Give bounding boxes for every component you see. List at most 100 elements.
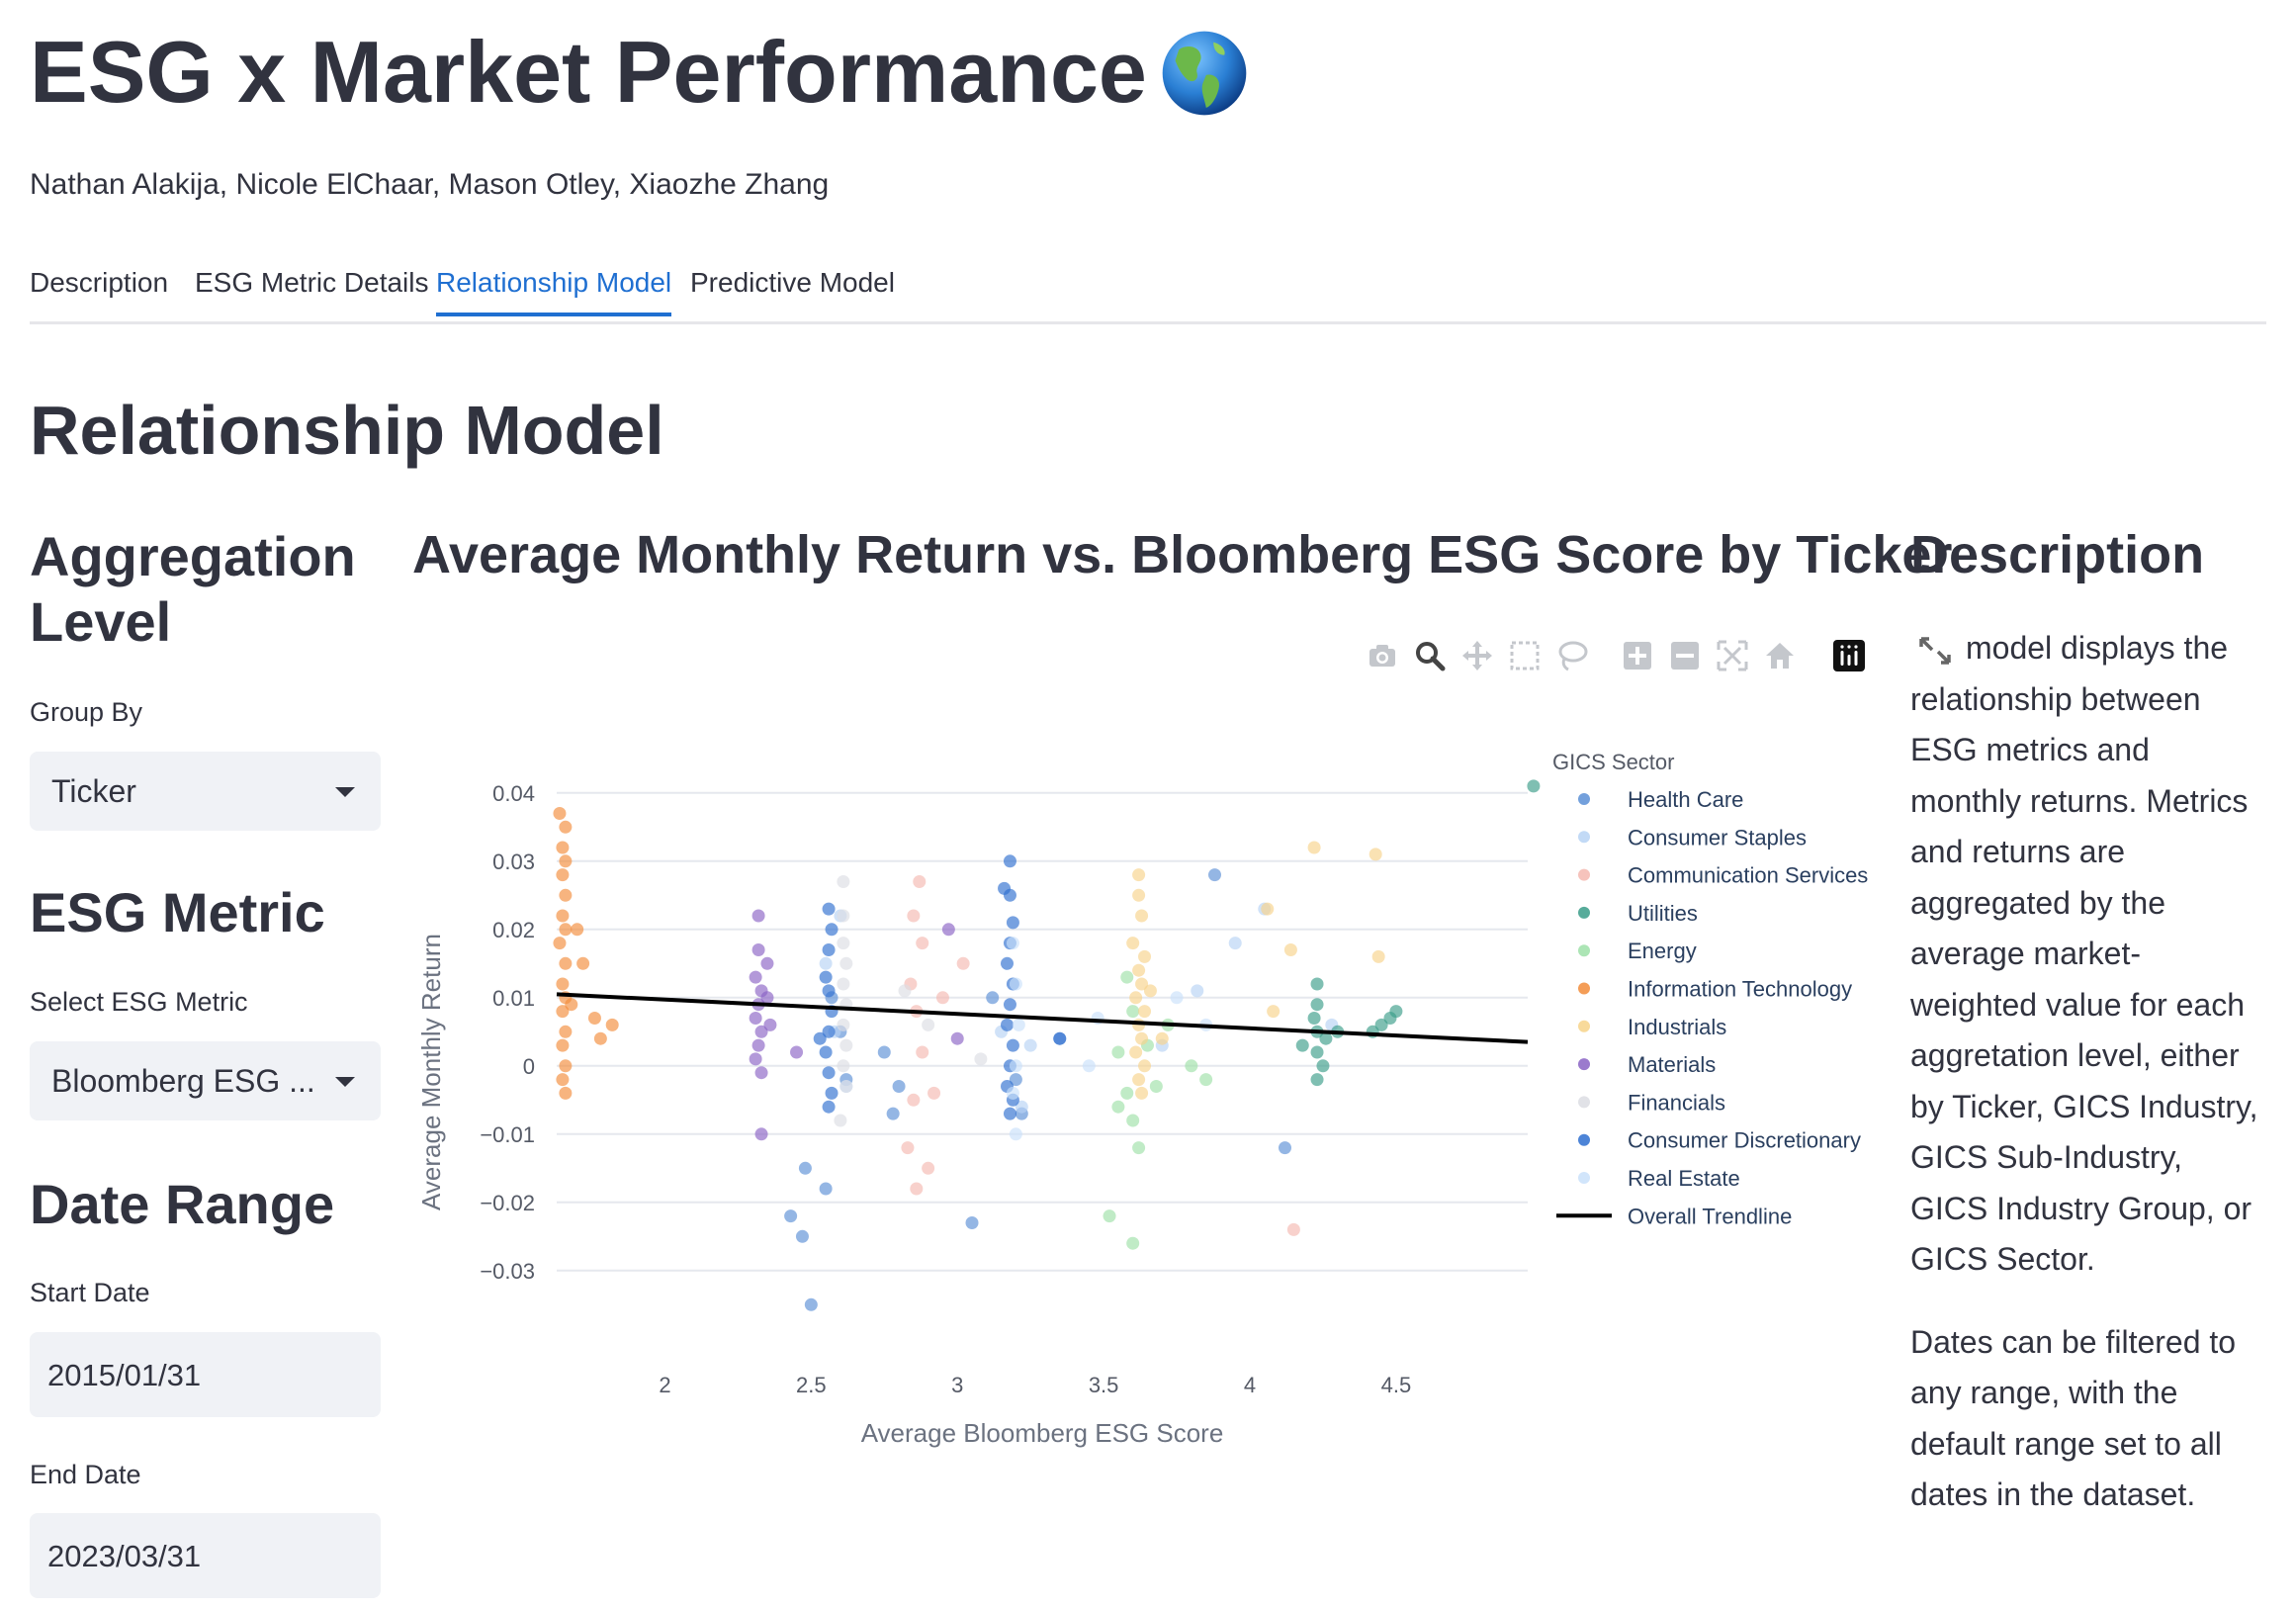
data-point [559, 923, 573, 937]
data-point [1009, 1073, 1022, 1087]
data-point [1126, 937, 1140, 950]
legend-item: Consumer Staples [1628, 825, 1807, 850]
data-point [941, 923, 955, 937]
data-point [559, 854, 573, 868]
data-point [822, 943, 836, 956]
camera-icon[interactable] [1365, 638, 1400, 673]
data-point [1003, 1059, 1016, 1073]
data-point [1208, 868, 1222, 882]
data-point [1006, 1086, 1019, 1100]
data-point [1009, 977, 1022, 991]
data-point [1307, 1012, 1321, 1025]
data-point [1126, 1236, 1140, 1250]
data-point [834, 909, 847, 923]
x-tick-label: 3.5 [1089, 1373, 1119, 1397]
data-point [1527, 779, 1541, 793]
data-point [749, 970, 762, 984]
group-by-select[interactable]: Ticker [30, 752, 381, 831]
home-icon[interactable] [1762, 638, 1798, 673]
expand-icon[interactable] [1918, 636, 1952, 666]
data-point [1307, 841, 1321, 854]
zoom-icon[interactable] [1412, 638, 1448, 673]
box-select-icon[interactable] [1507, 638, 1543, 673]
data-point [1111, 1100, 1125, 1114]
data-point [1191, 984, 1204, 998]
tab-esg-metric-details[interactable]: ESG Metric Details [195, 267, 429, 298]
tab-description[interactable]: Description [30, 267, 169, 298]
data-point [1015, 1107, 1028, 1120]
data-point [837, 1018, 850, 1031]
data-point [763, 1018, 777, 1031]
autoscale-icon[interactable] [1715, 638, 1750, 673]
data-point [834, 1025, 847, 1038]
authors: Nathan Alakija, Nicole ElChaar, Mason Ot… [30, 168, 830, 201]
x-tick-label: 2.5 [796, 1373, 827, 1397]
pan-icon[interactable] [1459, 638, 1495, 673]
tab-predictive-model[interactable]: Predictive Model [690, 267, 895, 298]
legend-item: Financials [1628, 1090, 1725, 1115]
data-point [556, 1073, 570, 1087]
tab-relationship-model[interactable]: Relationship Model [436, 267, 672, 316]
data-point [907, 1093, 921, 1107]
data-point [760, 991, 774, 1005]
legend-marker [1578, 1172, 1590, 1184]
data-point [837, 1059, 850, 1073]
data-point [556, 1005, 570, 1019]
data-point [1199, 1018, 1213, 1031]
data-point [1316, 1059, 1330, 1073]
data-point [1082, 1059, 1096, 1073]
data-point [559, 1025, 573, 1038]
legend-item: Information Technology [1628, 977, 1852, 1002]
data-point [1003, 854, 1016, 868]
data-point [1120, 970, 1134, 984]
data-point [559, 888, 573, 902]
data-point [822, 902, 836, 916]
data-point [1009, 1127, 1022, 1141]
data-point [922, 1018, 935, 1031]
data-point [910, 1182, 924, 1196]
data-point [839, 956, 853, 970]
end-date-input[interactable]: 2023/03/31 [30, 1513, 381, 1598]
data-point [1132, 888, 1146, 902]
zoom-out-icon[interactable] [1667, 638, 1703, 673]
data-point [556, 1038, 570, 1052]
data-point [1003, 1107, 1016, 1120]
tab-bar: Description ESG Metric Details Relations… [30, 259, 2266, 324]
data-point [751, 998, 765, 1012]
y-tick-label: −0.02 [480, 1191, 535, 1215]
data-point [837, 977, 850, 991]
plotly-logo-icon[interactable] [1831, 638, 1867, 673]
data-point [1374, 1018, 1388, 1031]
data-point [1012, 1018, 1025, 1031]
data-point [1132, 868, 1146, 882]
data-point [1155, 1031, 1169, 1045]
data-point [825, 1005, 839, 1019]
data-point [556, 909, 570, 923]
lasso-select-icon[interactable] [1554, 638, 1590, 673]
data-point [1023, 1038, 1037, 1052]
legend-marker [1578, 982, 1590, 995]
legend-item: Utilities [1628, 901, 1698, 926]
description-heading: Description [1910, 525, 2205, 584]
esg-metric-select[interactable]: Bloomberg ESG ... [30, 1041, 381, 1120]
start-date-input[interactable]: 2015/01/31 [30, 1332, 381, 1417]
data-point [974, 1052, 988, 1066]
data-point [1015, 1100, 1028, 1114]
data-point [886, 1107, 900, 1120]
data-point [571, 923, 584, 937]
data-point [1383, 1012, 1397, 1025]
y-axis-title: Average Monthly Return [416, 934, 446, 1210]
data-point [1053, 1031, 1067, 1045]
data-point [754, 984, 768, 998]
data-point [751, 909, 765, 923]
zoom-in-icon[interactable] [1620, 638, 1655, 673]
data-point [1261, 902, 1275, 916]
data-point [749, 1052, 762, 1066]
legend-marker [1578, 868, 1590, 881]
data-point [754, 1127, 768, 1141]
data-point [1295, 1038, 1309, 1052]
data-point [1319, 1031, 1333, 1045]
legend-title: GICS Sector [1552, 750, 1674, 774]
description-paragraph-2: Dates can be filtered to any range, with… [1910, 1323, 2237, 1513]
chevron-down-icon [335, 1077, 355, 1087]
